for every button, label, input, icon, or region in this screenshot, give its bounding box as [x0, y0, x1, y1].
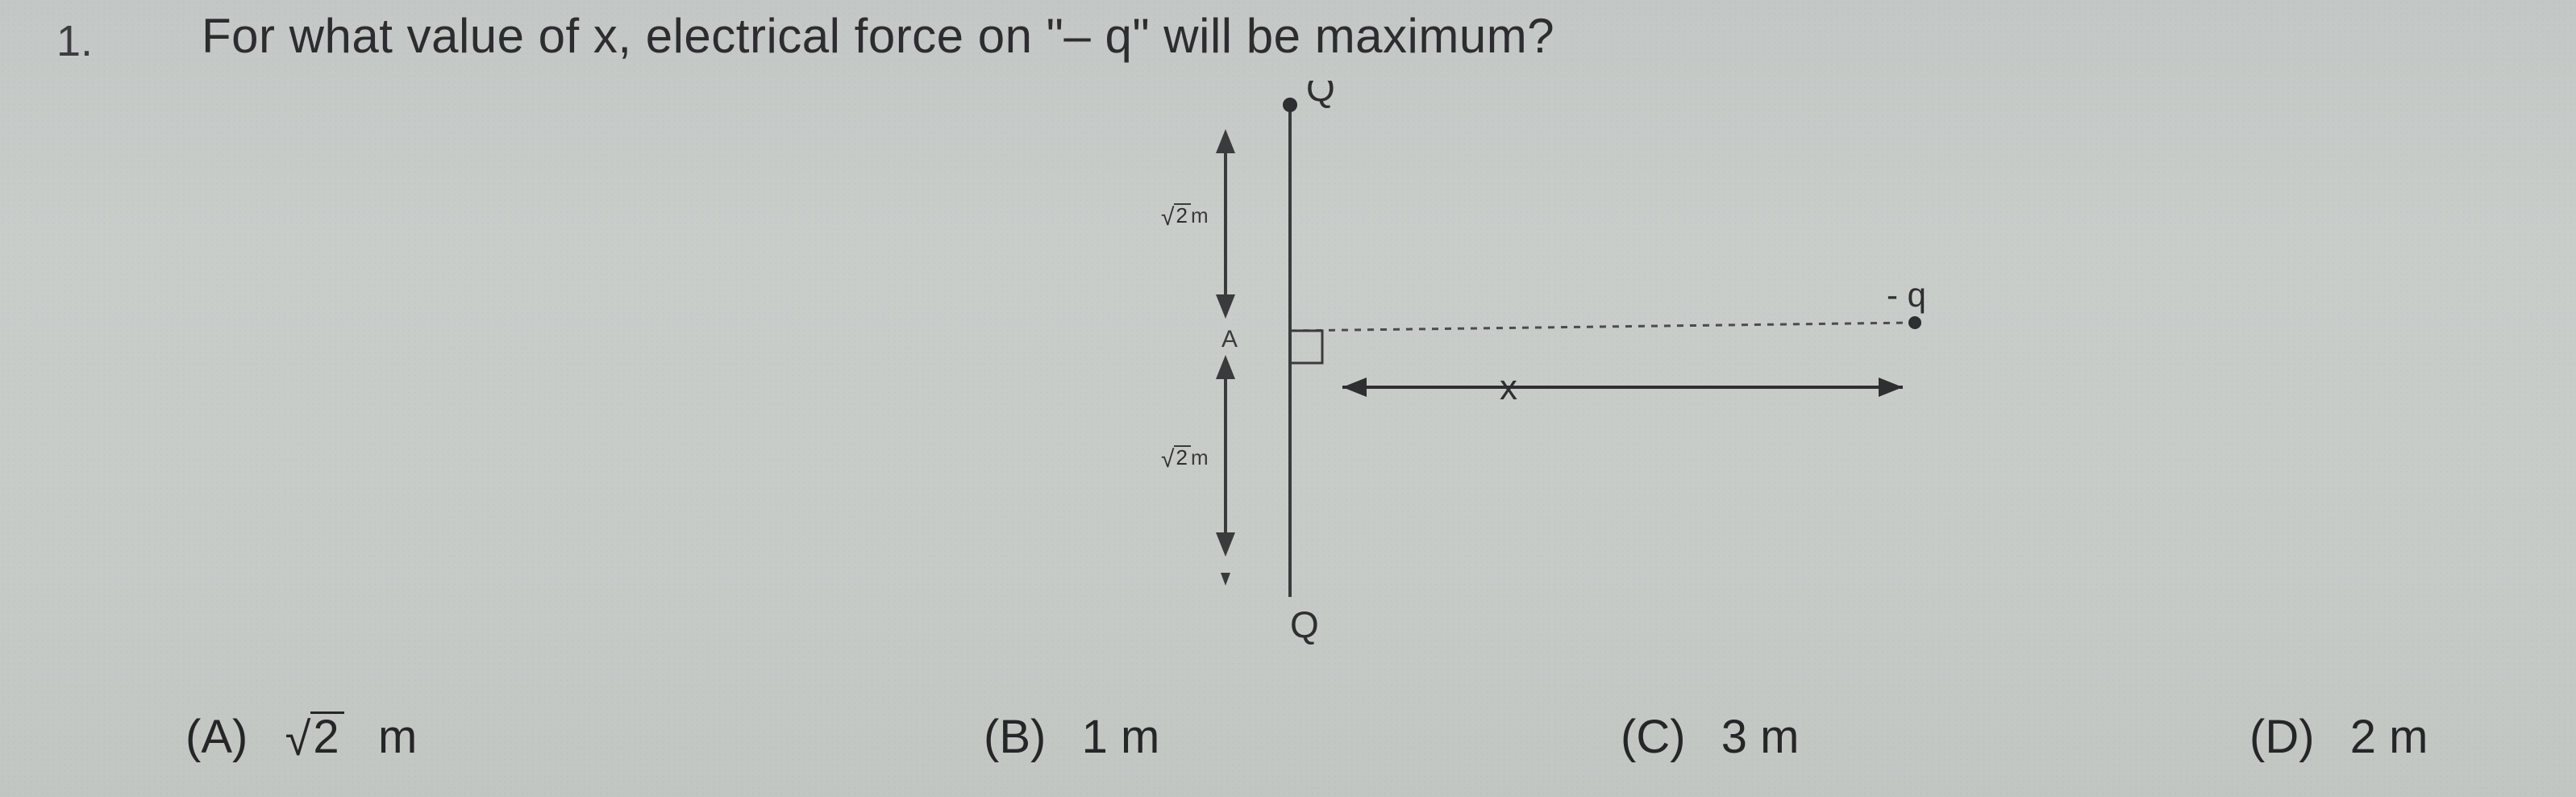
top-charge-dot	[1283, 98, 1297, 112]
horizontal-dashed-line	[1290, 323, 1911, 331]
option-a-unit: m	[378, 711, 417, 763]
lower-dim-arrow-down-icon	[1216, 532, 1235, 557]
question-text: For what value of x, electrical force on…	[202, 8, 1554, 64]
option-d-value: 2 m	[2350, 711, 2428, 763]
option-a-prefix: (A)	[185, 711, 248, 763]
test-charge-label: - q	[1887, 276, 1926, 314]
lower-end-marker-icon	[1221, 573, 1230, 586]
sqrt-icon: √	[285, 712, 311, 766]
option-a-sqrt-value: 2	[310, 711, 343, 761]
lower-dim-value: 2	[1174, 445, 1190, 468]
option-c-prefix: (C)	[1621, 711, 1686, 763]
top-charge-label: Q	[1306, 81, 1335, 109]
sqrt-icon: √	[1161, 446, 1174, 474]
question-number: 1.	[56, 16, 93, 66]
sqrt-icon: √	[1161, 204, 1174, 232]
x-label: x	[1500, 368, 1517, 407]
bottom-charge-label: Q	[1290, 603, 1319, 645]
upper-dim-unit: m	[1191, 203, 1209, 227]
x-arrow-right-icon	[1879, 378, 1903, 397]
option-c[interactable]: (C) 3 m	[1621, 710, 1799, 764]
lower-dim-arrow-up-icon	[1216, 355, 1235, 379]
upper-dim-arrow-down-icon	[1216, 294, 1235, 319]
upper-dim-value: 2	[1174, 203, 1190, 226]
exam-page: 1. For what value of x, electrical force…	[0, 0, 2576, 797]
diagram-svg: Q Q - q x A	[1048, 81, 2016, 645]
right-angle-icon	[1290, 331, 1322, 363]
option-c-value: 3 m	[1721, 711, 1800, 763]
point-a-label: A	[1221, 326, 1238, 353]
option-b[interactable]: (B) 1 m	[984, 710, 1159, 764]
lower-dim-label: √2m	[1161, 444, 1209, 471]
option-a[interactable]: (A) √2 m	[185, 710, 417, 764]
option-b-prefix: (B)	[984, 711, 1046, 763]
upper-dim-label: √2m	[1161, 202, 1209, 229]
option-d-prefix: (D)	[2249, 711, 2315, 763]
lower-dim-unit: m	[1191, 445, 1209, 469]
upper-dim-arrow-up-icon	[1216, 129, 1235, 153]
option-b-value: 1 m	[1082, 711, 1160, 763]
physics-diagram: Q Q - q x A	[1048, 81, 2016, 645]
option-d[interactable]: (D) 2 m	[2249, 710, 2428, 764]
test-charge-dot	[1908, 316, 1921, 329]
x-arrow-left-icon	[1342, 378, 1367, 397]
